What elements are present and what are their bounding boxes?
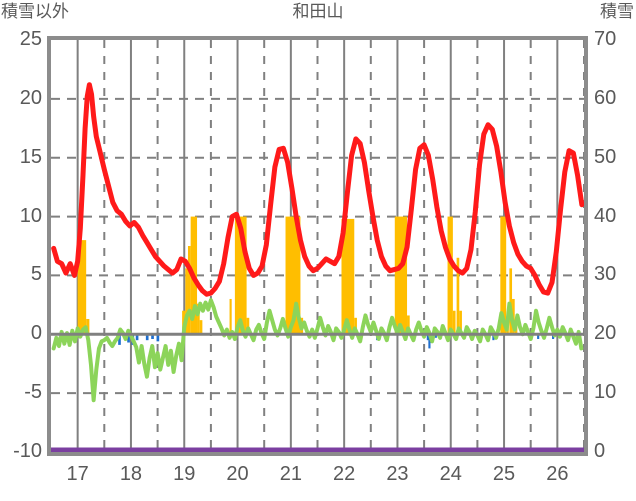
x-tick-label: 23 <box>386 463 409 485</box>
left-tick-label: -10 <box>13 440 42 462</box>
sunshine-bar <box>77 240 87 335</box>
sunshine-bar <box>199 320 203 335</box>
right-tick-label: 30 <box>594 263 617 286</box>
left-tick-label: -5 <box>24 381 42 404</box>
x-tick-label: 22 <box>333 463 356 485</box>
precipitation-bar <box>537 334 540 339</box>
sunshine-bar <box>86 318 90 335</box>
sunshine-bar <box>197 303 200 335</box>
left-tick-label: 10 <box>19 204 42 227</box>
precipitation-bar <box>426 334 429 341</box>
x-tick-label: 20 <box>226 463 249 485</box>
plot-inner <box>51 40 584 452</box>
wind-line <box>51 298 584 403</box>
temperature-line <box>51 82 584 297</box>
x-tick-label: 21 <box>279 463 302 485</box>
sunshine-bar <box>452 310 456 335</box>
x-tick-label: 17 <box>66 463 89 485</box>
sunshine-bar <box>509 268 513 335</box>
sunshine-bar <box>229 298 232 335</box>
left-tick-label: 0 <box>30 322 42 345</box>
sunshine-bar <box>185 268 188 335</box>
right-tick-label: 70 <box>594 28 617 50</box>
sunshine-bar <box>459 310 462 335</box>
sunshine-bar <box>447 216 453 335</box>
precipitation-bar <box>118 334 121 345</box>
sunshine-bar <box>456 257 460 335</box>
left-tick-label: 5 <box>30 263 42 286</box>
left-tick-label: 20 <box>19 86 42 109</box>
x-tick-label: 19 <box>173 463 196 485</box>
sunshine-bar <box>394 216 408 335</box>
precipitation-bar <box>135 334 139 341</box>
x-tick-label: 18 <box>119 463 143 485</box>
temperature-polyline <box>51 82 584 297</box>
x-tick-label: 26 <box>546 463 569 485</box>
precipitation-bar <box>434 334 437 338</box>
left-tick-label: 25 <box>19 28 42 50</box>
right-tick-label: 20 <box>594 322 617 345</box>
sunshine-bar <box>187 246 191 335</box>
right-axis-title: 積雪 <box>600 2 634 21</box>
x-tick-label: 24 <box>439 463 462 485</box>
sunshine-bar <box>500 216 507 335</box>
x-tick-label: 25 <box>492 463 516 485</box>
precipitation-bar <box>156 334 160 342</box>
sunshine-bar <box>341 218 355 335</box>
right-tick-label: 10 <box>594 381 617 404</box>
precipitation-bar <box>492 334 495 341</box>
sunshine-bar <box>246 317 250 335</box>
plot-area <box>47 36 588 456</box>
right-tick-label: 40 <box>594 204 617 227</box>
sunshine-bar <box>354 317 357 335</box>
left-tick-label: 15 <box>19 145 42 168</box>
precipitation-bar <box>127 334 130 343</box>
precipitation-bar <box>428 334 431 349</box>
precipitation-bar <box>145 334 149 341</box>
right-tick-label: 50 <box>594 145 617 168</box>
wind-polyline <box>51 298 584 403</box>
sunshine-bar <box>407 315 410 335</box>
left-axis-title: 積雪以外 <box>1 2 69 21</box>
sunshine-bar <box>234 216 247 335</box>
right-tick-label: 0 <box>594 440 606 462</box>
chart-canvas <box>51 40 584 452</box>
chart-title: 和田山 <box>292 2 344 21</box>
right-tick-label: 60 <box>594 86 617 109</box>
precipitation-bar <box>151 334 154 339</box>
